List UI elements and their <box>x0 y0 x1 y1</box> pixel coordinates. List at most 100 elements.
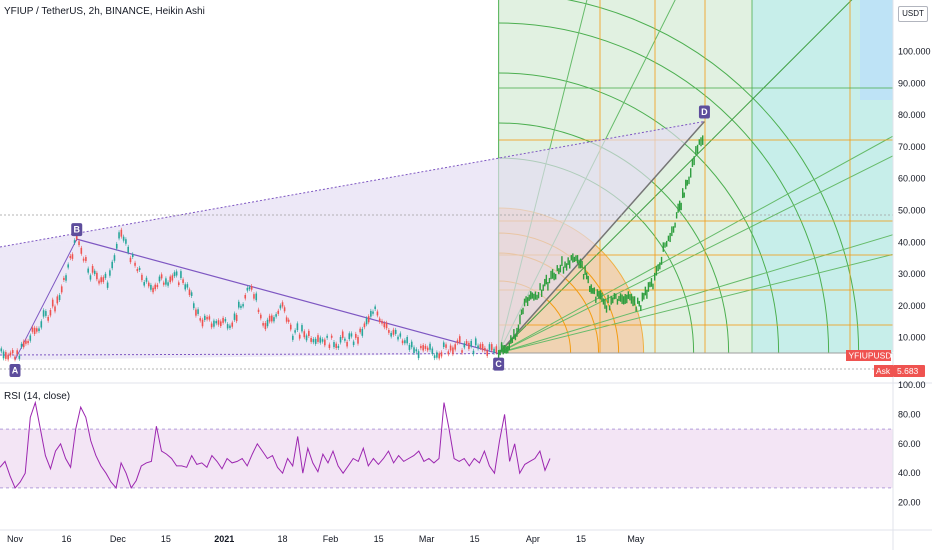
projection-candle <box>601 292 603 302</box>
projection-candle <box>526 297 529 306</box>
rsi-band <box>0 429 893 488</box>
price-candle <box>215 321 218 324</box>
price-candle <box>266 319 269 327</box>
price-candle <box>173 272 176 277</box>
price-candle <box>60 286 63 293</box>
price-tick-label: 70.000 <box>898 142 926 152</box>
price-tick-label: 80.000 <box>898 110 926 120</box>
price-candle <box>224 318 227 322</box>
price-candle <box>271 315 273 322</box>
projection-candle <box>627 291 630 299</box>
projection-candle <box>573 256 576 262</box>
price-candle <box>339 337 342 343</box>
price-series <box>0 227 498 362</box>
projection-candle <box>602 298 605 305</box>
projection-candle <box>514 334 517 341</box>
price-candle <box>324 339 326 346</box>
price-candle <box>279 305 282 309</box>
time-tick-label: Apr <box>526 534 540 544</box>
pattern-point-b[interactable]: B <box>71 223 83 237</box>
price-candle <box>363 323 366 328</box>
price-candle <box>65 275 67 281</box>
price-candle <box>69 255 72 259</box>
price-candle <box>192 303 195 309</box>
price-candle <box>493 348 495 353</box>
symbol-title[interactable]: YFIUP / TetherUS, 2h, BINANCE, Heikin As… <box>4 6 205 17</box>
price-candle <box>406 336 408 344</box>
price-candle <box>314 338 317 344</box>
projection-candle <box>649 281 651 288</box>
price-candle <box>255 293 258 301</box>
projection-candle <box>677 203 679 213</box>
projection-candle <box>589 285 591 293</box>
price-candle <box>490 344 493 351</box>
price-candle <box>96 272 98 280</box>
projection-candle <box>565 263 568 271</box>
pattern-leg-bc <box>76 238 499 355</box>
pattern-upper-line <box>0 120 705 248</box>
price-candle <box>268 315 271 322</box>
projection-candle <box>626 294 628 304</box>
projection-candle <box>558 268 560 275</box>
price-candle <box>210 323 213 328</box>
projection-candle <box>517 324 520 332</box>
projection-candle <box>612 297 614 304</box>
price-candle <box>27 340 29 344</box>
price-candle <box>190 292 193 296</box>
price-candle <box>399 333 402 337</box>
projection-candle <box>531 292 534 299</box>
projection-series <box>497 135 704 359</box>
projection-candle <box>666 240 668 247</box>
projection-candle <box>572 253 574 263</box>
price-candle <box>413 347 415 353</box>
projection-candle <box>561 256 563 267</box>
price-candle <box>233 313 236 320</box>
currency-button[interactable]: USDT <box>898 6 928 22</box>
projection-candle <box>664 242 666 248</box>
price-candle <box>253 294 255 299</box>
price-candle <box>440 352 443 357</box>
time-tick-label: 16 <box>61 534 71 544</box>
pattern-point-badge <box>698 105 710 119</box>
price-candle <box>85 257 87 262</box>
projection-candle <box>500 342 503 352</box>
rsi-legend[interactable]: RSI (14, close) <box>4 391 70 402</box>
projection-candle <box>605 305 608 313</box>
price-candle <box>199 318 202 321</box>
price-candle <box>433 355 436 359</box>
price-candle <box>305 335 308 341</box>
price-candle <box>106 282 109 288</box>
pattern-point-label: A <box>12 365 19 375</box>
projection-candle <box>559 264 562 273</box>
pattern-point-d[interactable]: D <box>698 105 710 119</box>
projection-candle <box>669 232 671 243</box>
projection-candle <box>510 335 512 344</box>
price-candle <box>80 247 83 254</box>
projection-candle <box>497 350 500 359</box>
price-candle <box>456 340 459 344</box>
price-candle <box>182 279 184 283</box>
pattern-point-a[interactable]: A <box>9 363 21 377</box>
price-candle <box>150 284 152 290</box>
price-candle <box>410 341 413 348</box>
projection-candle <box>562 266 565 274</box>
fib-fan-line <box>498 222 932 354</box>
projection-candle <box>647 282 650 292</box>
price-candle <box>113 255 116 261</box>
projection-candle <box>551 269 554 279</box>
projection-candle <box>655 266 658 276</box>
price-candle <box>281 302 284 307</box>
price-candle <box>361 328 364 336</box>
price-candle <box>394 329 397 334</box>
price-candle <box>344 338 346 341</box>
price-tags: YFIUPUSDT Ask 5.683 <box>846 350 925 377</box>
price-candle <box>31 327 34 332</box>
time-tick-label: Feb <box>323 534 339 544</box>
pattern-point-c[interactable]: C <box>493 357 505 371</box>
time-tick-label: 18 <box>278 534 288 544</box>
pattern-labels[interactable]: A B C D <box>9 105 710 377</box>
ask-tag-bg <box>874 365 893 377</box>
price-candle <box>169 276 172 283</box>
rsi-tick-label: 80.00 <box>898 409 921 419</box>
